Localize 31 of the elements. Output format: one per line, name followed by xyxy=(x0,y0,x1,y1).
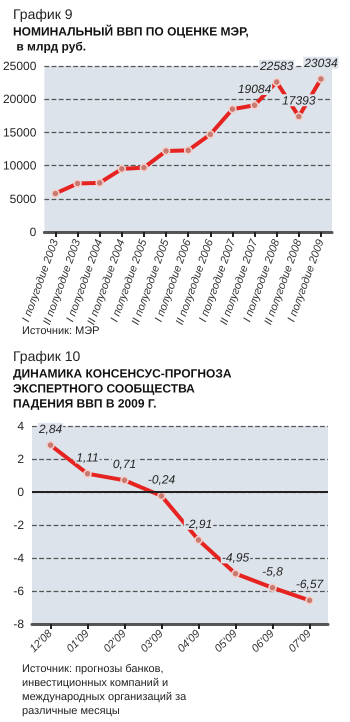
y-tick-label: -6 xyxy=(13,584,24,598)
data-label: -6,57 xyxy=(296,577,324,592)
y-tick-label: 5000 xyxy=(10,192,37,206)
data-label: 23034 xyxy=(303,56,338,70)
data-label: 1,11 xyxy=(76,450,99,464)
chart-title: График 9 xyxy=(13,6,73,22)
y-tick-label: 25000 xyxy=(2,59,37,73)
data-label: -2,91 xyxy=(184,516,212,531)
y-tick-label: 0 xyxy=(30,225,37,239)
data-label: 17393 xyxy=(282,93,316,108)
data-label: 2,84 xyxy=(38,422,62,436)
chart-title: График 10 xyxy=(13,348,81,364)
y-tick-label: 10000 xyxy=(2,158,37,173)
y-tick-label: 20000 xyxy=(2,92,37,106)
y-tick-label: 0 xyxy=(17,485,24,499)
data-label: 22583 xyxy=(259,58,294,73)
text: Источник: МЭР xyxy=(22,325,100,337)
y-tick-label: -2 xyxy=(13,518,24,532)
y-tick-label: -4 xyxy=(13,551,24,565)
data-label: 19084 xyxy=(238,82,272,96)
y-tick-label: 4 xyxy=(17,419,24,433)
data-label: -5,8 xyxy=(262,564,284,578)
text: Источник: прогнозы банков, инвестиционных компаний и международных организаций за различные месяцы xyxy=(22,663,190,717)
y-tick-label: 2 xyxy=(17,452,24,466)
y-tick-label: -8 xyxy=(13,617,24,631)
y-tick-label: 15000 xyxy=(2,125,37,140)
data-label: 0,71 xyxy=(112,457,136,472)
data-label: -0,24 xyxy=(148,472,176,487)
chart-subtitle: ДИНАМИКА КОНСЕНСУС-ПРОГНОЗА ЭКСПЕРТНОГО СООБЩЕСТВА ПАДЕНИЯ ВВП В 2009 Г. xyxy=(13,366,235,410)
chart-subtitle: НОМИНАЛЬНЫЙ ВВП ПО ОЦЕНКЕ МЭР, в млрд руб. xyxy=(13,24,249,54)
data-label: -4,95 xyxy=(222,550,250,564)
